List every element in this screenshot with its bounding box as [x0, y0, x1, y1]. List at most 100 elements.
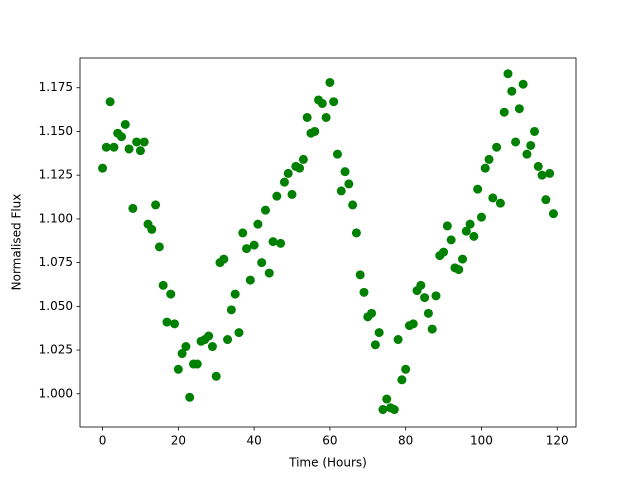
- point: [260, 205, 270, 215]
- y-tick-label: 1.025: [39, 343, 73, 357]
- point: [272, 191, 282, 201]
- point: [484, 154, 494, 164]
- point: [439, 247, 449, 257]
- y-tick-label: 1.150: [39, 124, 73, 138]
- x-tick-label: 0: [99, 434, 107, 448]
- point: [321, 112, 331, 122]
- point: [389, 405, 399, 415]
- point: [548, 209, 558, 219]
- point: [401, 364, 411, 374]
- point: [518, 79, 528, 89]
- x-tick-label: 60: [322, 434, 337, 448]
- point: [238, 228, 248, 238]
- point: [522, 149, 532, 159]
- y-tick-label: 1.175: [39, 80, 73, 94]
- point: [351, 228, 361, 238]
- point: [154, 242, 164, 252]
- point: [279, 177, 289, 187]
- y-tick-label: 1.100: [39, 211, 73, 225]
- point: [530, 126, 540, 136]
- point: [234, 328, 244, 338]
- point: [181, 342, 191, 352]
- y-tick-label: 1.075: [39, 255, 73, 269]
- point: [310, 126, 320, 136]
- point: [298, 154, 308, 164]
- point: [124, 144, 134, 154]
- point: [336, 186, 346, 196]
- point: [207, 342, 217, 352]
- point: [242, 244, 252, 254]
- x-tick-label: 40: [246, 434, 261, 448]
- y-tick-label: 1.050: [39, 299, 73, 313]
- y-axis-label: Normalised Flux: [10, 194, 24, 291]
- x-tick-label: 100: [470, 434, 493, 448]
- plot-frame: [79, 57, 577, 428]
- point: [458, 254, 468, 264]
- point: [283, 168, 293, 178]
- point: [98, 163, 108, 173]
- point: [446, 235, 456, 245]
- point: [511, 137, 521, 147]
- point: [170, 319, 180, 329]
- x-tick-label: 120: [546, 434, 569, 448]
- point: [147, 224, 157, 234]
- point: [162, 317, 172, 327]
- point: [344, 179, 354, 189]
- point: [249, 240, 259, 250]
- point: [139, 137, 149, 147]
- point: [211, 371, 221, 381]
- point: [465, 219, 475, 229]
- point: [166, 289, 176, 299]
- point: [192, 359, 202, 369]
- point: [420, 293, 430, 303]
- point: [397, 375, 407, 385]
- point: [332, 149, 342, 159]
- point: [317, 98, 327, 108]
- point: [393, 335, 403, 345]
- point: [408, 319, 418, 329]
- point: [340, 167, 350, 177]
- point: [541, 195, 551, 205]
- point: [537, 170, 547, 180]
- point: [268, 237, 278, 247]
- point: [545, 168, 555, 178]
- point: [427, 324, 437, 334]
- point: [230, 289, 240, 299]
- point: [204, 331, 214, 341]
- point: [135, 146, 145, 156]
- point: [492, 142, 502, 152]
- point: [109, 142, 119, 152]
- point: [382, 394, 392, 404]
- point: [128, 203, 138, 213]
- point: [276, 238, 286, 248]
- y-tick-label: 1.125: [39, 168, 73, 182]
- point: [526, 140, 536, 150]
- point: [442, 221, 452, 231]
- point: [507, 86, 517, 96]
- point: [374, 328, 384, 338]
- point: [378, 405, 388, 415]
- point: [325, 77, 335, 87]
- point: [454, 265, 464, 275]
- point: [499, 107, 509, 117]
- point: [329, 97, 339, 107]
- point: [223, 335, 233, 345]
- point: [177, 349, 187, 359]
- x-axis-label: Time (Hours): [288, 456, 367, 470]
- point: [295, 163, 305, 173]
- point: [348, 200, 358, 210]
- point: [219, 254, 229, 264]
- point: [533, 161, 543, 171]
- point: [302, 112, 312, 122]
- point: [151, 200, 161, 210]
- x-tick-label: 80: [398, 434, 413, 448]
- point: [264, 268, 274, 278]
- y-tick-label: 1.000: [39, 386, 73, 400]
- point: [257, 258, 267, 268]
- point: [185, 392, 195, 402]
- point: [370, 340, 380, 350]
- point: [431, 291, 441, 301]
- point: [158, 280, 168, 290]
